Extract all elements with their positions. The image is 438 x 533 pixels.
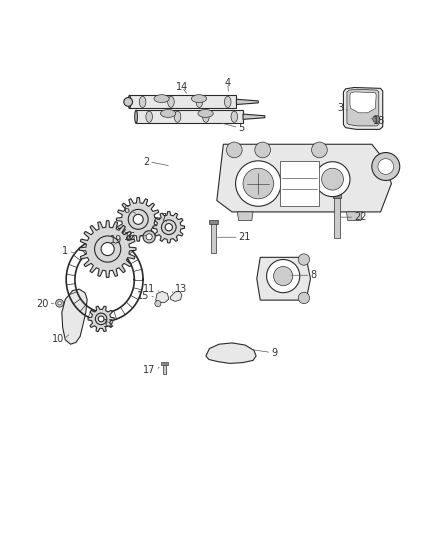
Circle shape (274, 266, 293, 286)
Text: 4: 4 (225, 78, 231, 88)
Ellipse shape (198, 110, 213, 117)
Circle shape (101, 243, 114, 256)
Text: 5: 5 (239, 123, 245, 133)
Ellipse shape (191, 95, 207, 102)
Polygon shape (130, 95, 237, 108)
Text: 6: 6 (124, 205, 130, 215)
Text: 8: 8 (311, 270, 317, 280)
Circle shape (95, 313, 107, 325)
Polygon shape (117, 198, 160, 241)
Polygon shape (161, 362, 168, 365)
Ellipse shape (146, 111, 152, 122)
Text: 12: 12 (103, 319, 115, 329)
Polygon shape (206, 343, 256, 364)
Polygon shape (136, 110, 243, 123)
Ellipse shape (196, 96, 203, 108)
Circle shape (155, 301, 161, 306)
Text: 15: 15 (137, 291, 149, 301)
Polygon shape (343, 87, 383, 130)
Bar (280, 161, 319, 206)
Circle shape (56, 299, 64, 307)
Text: 21: 21 (239, 232, 251, 242)
Polygon shape (209, 220, 218, 224)
Polygon shape (217, 144, 392, 212)
Ellipse shape (160, 110, 176, 117)
Circle shape (373, 116, 380, 123)
Text: 11: 11 (143, 284, 155, 294)
Text: 3: 3 (337, 103, 343, 114)
Circle shape (133, 214, 143, 224)
Circle shape (321, 168, 343, 190)
Circle shape (236, 161, 281, 206)
Circle shape (128, 209, 148, 229)
Polygon shape (170, 292, 182, 302)
Text: 9: 9 (272, 348, 278, 358)
Text: 16: 16 (124, 232, 136, 242)
Polygon shape (257, 257, 311, 300)
Text: 20: 20 (36, 300, 49, 310)
Ellipse shape (154, 95, 169, 102)
Ellipse shape (128, 95, 131, 108)
Circle shape (98, 316, 104, 322)
Polygon shape (237, 212, 253, 221)
Circle shape (255, 142, 271, 158)
Ellipse shape (231, 111, 237, 122)
Text: 14: 14 (176, 83, 188, 93)
Circle shape (124, 98, 133, 106)
Polygon shape (211, 223, 216, 253)
Ellipse shape (203, 111, 209, 122)
Text: 17: 17 (143, 365, 155, 375)
Circle shape (298, 254, 310, 265)
Polygon shape (79, 221, 136, 277)
Circle shape (226, 142, 242, 158)
Text: 19: 19 (110, 235, 122, 245)
Circle shape (311, 142, 327, 158)
Circle shape (165, 223, 173, 231)
Text: 7: 7 (160, 214, 166, 223)
Circle shape (315, 161, 350, 197)
Text: 1: 1 (62, 246, 68, 256)
Circle shape (378, 159, 394, 174)
Polygon shape (237, 99, 258, 104)
Text: 10: 10 (52, 334, 64, 344)
Circle shape (58, 302, 61, 305)
Ellipse shape (174, 111, 181, 122)
Polygon shape (62, 289, 87, 344)
Circle shape (146, 234, 152, 240)
Text: 22: 22 (354, 212, 367, 222)
Circle shape (298, 292, 310, 304)
Polygon shape (350, 92, 376, 113)
Text: 18: 18 (373, 116, 385, 126)
Circle shape (95, 236, 121, 262)
Polygon shape (88, 306, 114, 332)
Polygon shape (153, 212, 184, 243)
Polygon shape (334, 197, 339, 238)
Text: 2: 2 (143, 157, 149, 167)
Polygon shape (346, 212, 362, 221)
Circle shape (162, 220, 176, 235)
Circle shape (267, 260, 300, 293)
Ellipse shape (224, 96, 231, 108)
Circle shape (372, 152, 400, 181)
Ellipse shape (168, 96, 174, 108)
Polygon shape (162, 364, 166, 374)
Polygon shape (332, 193, 341, 198)
Polygon shape (155, 292, 169, 303)
Circle shape (143, 231, 155, 243)
Ellipse shape (135, 110, 138, 123)
Text: 13: 13 (174, 284, 187, 294)
Polygon shape (347, 89, 379, 126)
Ellipse shape (139, 96, 146, 108)
Circle shape (243, 168, 274, 199)
Polygon shape (243, 114, 265, 119)
